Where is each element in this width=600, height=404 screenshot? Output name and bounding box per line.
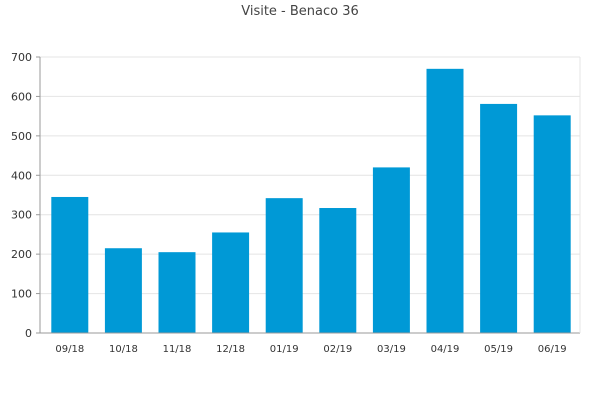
bar-03-19 [372, 167, 410, 333]
bar-09-18 [51, 196, 89, 333]
chart-title: Visite - Benaco 36 [241, 4, 359, 19]
y-tick-labels: 0 100 200 300 400 500 600 700 [11, 51, 32, 340]
y-tick-label-500: 500 [11, 130, 32, 143]
x-tick-label-12-18: 12/18 [216, 344, 245, 355]
y-tick-label-600: 600 [11, 90, 32, 103]
bar-11-18 [158, 252, 196, 333]
x-tick-labels: 09/18 10/18 11/18 12/18 01/19 02/19 03/19 04/19… [55, 344, 566, 355]
x-tick-label-01-19: 01/19 [270, 344, 299, 355]
y-tick-label-0: 0 [25, 327, 32, 340]
x-tick-label-10-18: 10/18 [109, 344, 138, 355]
bars [51, 68, 571, 334]
x-tick-label-04-19: 04/19 [431, 344, 460, 355]
y-tick-label-300: 300 [11, 209, 32, 222]
y-tick-label-700: 700 [11, 51, 32, 64]
x-tick-label-05-19: 05/19 [484, 344, 513, 355]
bar-04-19 [426, 68, 464, 333]
y-tick-label-100: 100 [11, 288, 32, 301]
x-tick-label-06-19: 06/19 [538, 344, 567, 355]
bar-05-19 [480, 103, 518, 333]
bar-01-19 [265, 198, 303, 333]
x-tick-label-09-18: 09/18 [55, 344, 84, 355]
x-tick-label-03-19: 03/19 [377, 344, 406, 355]
y-tick-label-200: 200 [11, 248, 32, 261]
bar-06-19 [533, 115, 571, 334]
x-tick-label-11-18: 11/18 [163, 344, 192, 355]
bar-02-19 [319, 208, 357, 333]
y-tick-label-400: 400 [11, 169, 32, 182]
x-tick-label-02-19: 02/19 [323, 344, 352, 355]
bar-10-18 [104, 248, 142, 333]
bar-12-18 [212, 232, 250, 333]
axes [36, 56, 581, 334]
